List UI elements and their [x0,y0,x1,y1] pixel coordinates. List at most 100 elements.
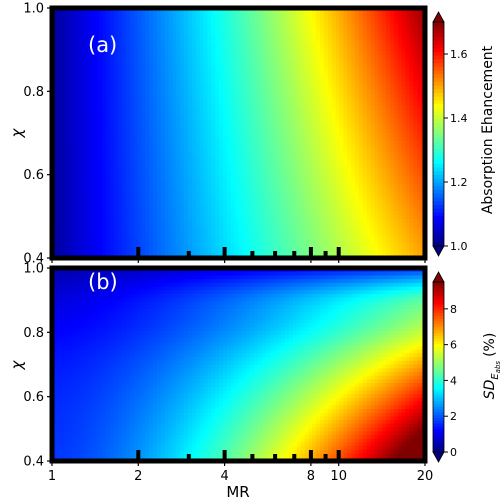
heat-cell [176,203,181,208]
heat-cell [164,156,170,161]
heat-cell [219,133,224,138]
heat-cell [277,39,282,44]
heat-cell [320,136,325,142]
heat-cell [292,234,298,240]
heat-cell [156,78,162,83]
heat-cell [71,54,76,60]
heat-cell [250,191,255,197]
heat-cell [145,117,150,122]
heat-cell [211,207,216,212]
heat-cell [215,58,220,64]
heat-cell [121,86,127,91]
heat-cell [273,105,278,111]
heat-cell [211,195,216,201]
heat-cell [110,175,115,181]
heat-cell [320,121,325,126]
heat-cell [211,164,216,169]
heat-cell [207,58,212,64]
heat-cell [289,23,294,29]
heat-cell [207,50,212,56]
heat-cell [211,109,216,115]
heat-cell [184,207,189,212]
heat-cell [257,109,263,115]
heat-cell [230,215,236,220]
heat-cell [90,86,96,91]
heat-cell [195,172,201,177]
heat-cell [265,199,271,204]
heat-cell [292,211,298,216]
heat-cell [98,156,104,161]
heat-cell [331,230,337,236]
heat-cell [172,156,177,161]
heat-cell [145,246,150,251]
heat-cell [106,19,111,25]
heat-cell [343,15,348,21]
heat-cell [67,148,73,154]
heat-cell [281,58,286,64]
heat-cell [320,58,325,64]
heat-cell [339,66,345,72]
heat-cell [285,11,290,17]
heat-cell [55,152,61,158]
heat-cell [164,195,170,201]
heat-cell [94,109,100,115]
heat-cell [292,168,298,173]
heat-cell [129,19,135,25]
heat-cell [55,175,61,181]
heat-cell [285,199,290,204]
heat-cell [296,82,302,87]
heat-cell [98,168,104,173]
heat-cell [230,218,236,224]
heat-cell [242,39,247,44]
heat-cell [246,199,251,204]
heat-cell [156,62,162,68]
heat-cell [316,195,321,201]
heat-cell [86,11,92,17]
heat-cell [269,117,275,122]
heat-cell [347,152,352,158]
heat-cell [114,152,119,158]
heat-cell [331,23,337,29]
heat-cell [94,27,100,33]
heat-cell [273,172,278,177]
heat-cell [265,31,271,36]
heat-cell [292,148,298,154]
heat-cell [226,222,232,228]
heat-cell [219,129,224,134]
heat-cell [257,195,263,201]
heat-cell [296,183,302,189]
heat-cell [296,238,302,243]
heat-cell [110,31,115,36]
heat-cell [55,66,61,72]
heat-cell [106,15,111,21]
heat-cell [331,152,337,158]
heat-cell [71,207,76,212]
heat-cell [234,148,240,154]
heat-cell [300,117,306,122]
heat-cell [254,191,259,197]
heat-cell [316,74,321,79]
heat-cell [86,160,92,165]
heat-cell [59,117,65,122]
heat-cell [277,50,282,56]
heat-cell [156,121,162,126]
heat-cell [199,144,205,150]
heat-cell [219,148,224,154]
heat-cell [79,19,84,25]
heat-cell [90,152,96,158]
heat-cell [90,19,96,25]
heat-cell [242,148,247,154]
heat-cell [83,50,88,56]
heat-cell [125,11,131,17]
heat-cell [98,136,104,142]
heat-cell [222,109,228,115]
heat-cell [172,101,177,107]
heat-cell [199,156,205,161]
heat-cell [316,168,321,173]
heat-cell [242,175,247,181]
heat-cell [133,250,139,255]
heat-cell [83,175,88,181]
heat-cell [335,160,341,165]
heat-cell [106,82,111,87]
heat-cell [300,250,306,255]
